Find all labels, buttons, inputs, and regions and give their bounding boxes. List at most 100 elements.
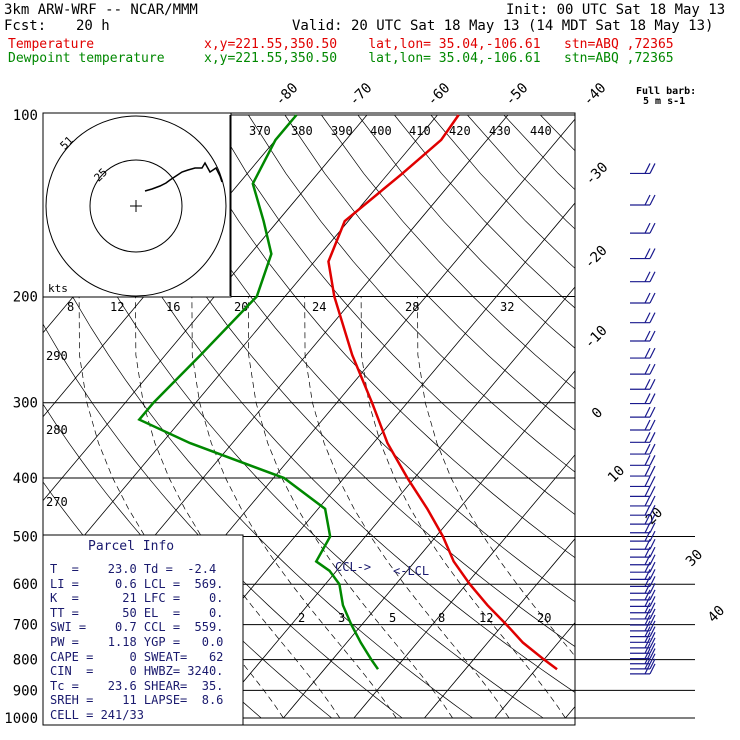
ccl-marker: CCL->	[335, 560, 371, 574]
wind-barb-flag	[644, 522, 651, 534]
dry-adiabat-line	[43, 239, 473, 719]
init-time: Init: 00 UTC Sat 18 May 13	[506, 2, 726, 18]
wind-barb-flag	[644, 632, 651, 643]
hodograph: 51 25 kts	[45, 115, 227, 297]
wind-barb-flag	[649, 589, 656, 601]
parcel-info-row: Tc = 23.6 SHEAR= 35.	[50, 679, 224, 693]
isotherm-line	[353, 454, 575, 719]
hodograph-ring-outer	[45, 115, 227, 297]
parcel-info-row: SWI = 0.7 CCL = 559.	[50, 620, 224, 634]
dry-adiabat-line	[43, 148, 544, 719]
pressure-tick-label: 1000	[4, 711, 38, 727]
wind-barb-flag	[649, 476, 656, 487]
forecast-label: Fcst:	[4, 18, 47, 34]
temperature-location: x,y=221.55,350.50 lat,lon= 35.04,-106.61…	[204, 37, 674, 52]
wind-barb-flag	[649, 248, 656, 259]
isotherm-label: -70	[346, 80, 375, 109]
wind-barb-flag	[644, 608, 651, 620]
wind-barb-flag	[649, 576, 656, 587]
wind-barb-flag	[649, 620, 656, 632]
wind-barb-flag	[644, 530, 651, 542]
isotherm-label: -30	[582, 159, 611, 188]
wind-barb-flag	[644, 419, 651, 431]
parcel-info-row: TT = 50 EL = 0.	[50, 606, 224, 620]
wind-barb-flag	[644, 582, 651, 594]
wind-barb-flag	[644, 643, 651, 654]
isotherm-label: 10	[605, 463, 628, 486]
hodograph-trace	[144, 161, 223, 192]
mixing-ratio-label: 24	[312, 300, 326, 314]
dry-adiabat-line	[284, 114, 575, 431]
wind-barb-flag	[644, 614, 651, 626]
wind-barb-flag	[644, 495, 651, 507]
dry-adiabat-line	[357, 114, 575, 349]
wind-barb-flag	[649, 608, 656, 620]
hodograph-frame	[42, 112, 232, 298]
dry-adiabat-line	[248, 114, 575, 473]
wind-barb-flag	[649, 163, 656, 174]
wind-barb-flag	[644, 312, 651, 323]
wind-barb-flag	[649, 648, 656, 659]
mixing-ratio-label: 16	[166, 300, 180, 314]
wind-barb-flag	[644, 620, 651, 632]
isotherm-line	[43, 114, 368, 502]
hodograph-ring-inner	[89, 159, 183, 253]
parcel-info-row: CAPE = 0 SWEAT= 62	[50, 650, 224, 664]
wind-barb-flag	[644, 637, 651, 649]
mixing-ratio-label: 8	[438, 611, 445, 625]
wind-barb-flag	[644, 576, 651, 587]
wind-barb-flag	[644, 569, 651, 580]
mixing-ratio-label: 12	[110, 300, 124, 314]
isotherm-label: -80	[272, 80, 301, 109]
wind-barb-flag	[644, 379, 651, 390]
wind-barb-flag	[649, 347, 656, 359]
pressure-tick-label: 100	[13, 108, 38, 124]
dry-adiabat-line	[65, 114, 575, 693]
wind-barb-flag	[649, 379, 656, 390]
wind-barb-flag	[649, 663, 656, 675]
model-title: 3km ARW-WRF -- NCAR/MMM	[4, 2, 198, 18]
wind-barb-flag	[644, 406, 651, 418]
pressure-tick-label: 600	[13, 577, 38, 593]
dry-adiabat-line	[211, 114, 575, 515]
isotherm-label: -50	[502, 80, 531, 109]
wind-barb-flag	[644, 292, 651, 304]
wind-barb-flag	[649, 504, 656, 516]
parcel-info-row: CELL = 241/33	[50, 708, 144, 722]
dry-adiabat-line	[138, 114, 575, 603]
mixing-ratio-label: 8	[67, 300, 74, 314]
wind-barb-flag	[649, 546, 656, 558]
wind-barb-flag	[644, 538, 651, 550]
parcel-info-row: CIN = 0 HWBZ= 3240.	[50, 664, 224, 678]
isotherm-label: -20	[582, 243, 611, 272]
wind-barb-flag	[649, 602, 656, 614]
theta-label: 380	[291, 124, 313, 138]
isotherm-line	[283, 370, 575, 719]
parcel-info-row: PW = 1.18 YGP = 0.0	[50, 635, 224, 649]
isotherm-line	[212, 286, 575, 719]
wind-barb-flag	[649, 194, 656, 206]
wind-barb-flag	[649, 554, 656, 566]
isotherm-line	[424, 538, 575, 719]
dry-adiabat-line	[321, 114, 575, 390]
theta-label: 290	[46, 349, 68, 363]
wind-barb-flag	[649, 561, 656, 573]
dry-adiabat-line	[430, 114, 575, 269]
wind-barb-flag	[644, 347, 651, 359]
wind-barb-flag	[644, 486, 651, 497]
pressure-tick-label: 200	[13, 290, 38, 306]
isotherm-label: -40	[580, 80, 609, 109]
mixing-ratio-label: 2	[298, 611, 305, 625]
barb-legend-title: Full barb:	[636, 86, 696, 97]
wind-barb-flag	[644, 504, 651, 516]
wind-barb-flag	[644, 194, 651, 206]
plot-frame	[42, 112, 576, 726]
wind-barb-flag	[649, 626, 656, 637]
wind-barb-flag	[649, 419, 656, 431]
mixing-ratio-label: 5	[389, 611, 396, 625]
moist-adiabat-line	[417, 296, 575, 657]
wind-barb-flag	[644, 443, 651, 455]
wind-barb-flag	[649, 538, 656, 550]
isotherm-label: -60	[424, 80, 453, 109]
